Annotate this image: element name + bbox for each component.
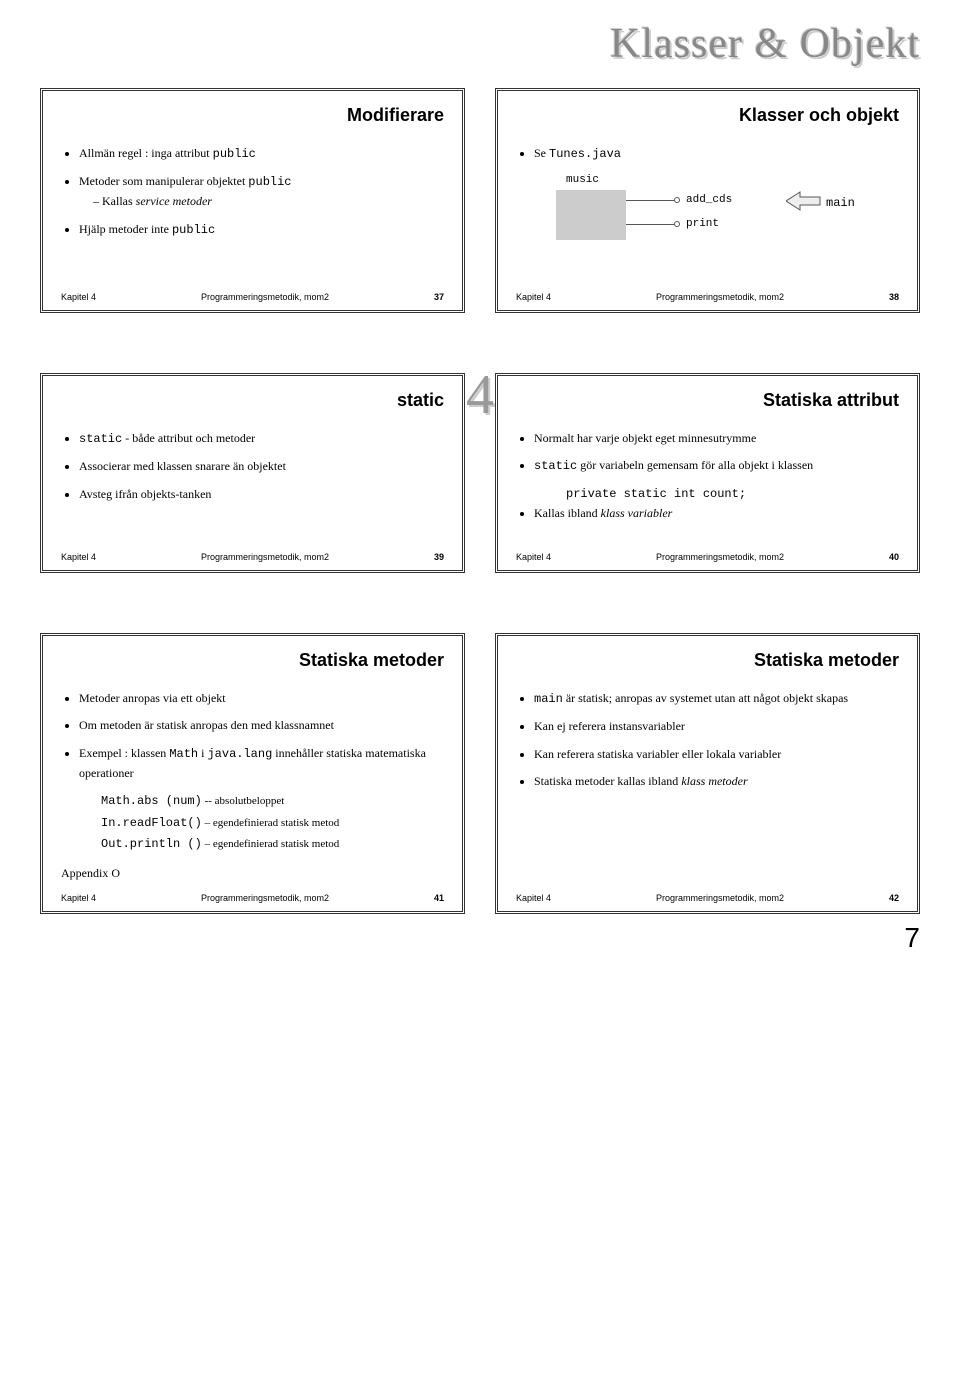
footer-chapter: Kapitel 4 [61,292,96,302]
slide-page-number: 41 [434,893,444,903]
list-item: Kan referera statiska variabler eller lo… [534,745,899,764]
list-item: Om metoden är statisk anropas den med kl… [79,716,444,735]
footer-course: Programmeringsmetodik, mom2 [96,552,434,562]
list-item: Metoder anropas via ett objekt [79,689,444,708]
slide-footer: Kapitel 4 Programmeringsmetodik, mom2 40 [516,552,899,562]
list-item: Hjälp metoder inte public [79,220,444,240]
diagram-dot [674,197,680,203]
slide-page-number: 39 [434,552,444,562]
list-item: Kallas ibland klass variabler [534,504,899,523]
footer-course: Programmeringsmetodik, mom2 [96,893,434,903]
slide-footer: Kapitel 4 Programmeringsmetodik, mom2 37 [61,292,444,302]
list-item: Avsteg ifrån objekts-tanken [79,485,444,504]
slide-footer: Kapitel 4 Programmeringsmetodik, mom2 39 [61,552,444,562]
list-item: Kan ej referera instansvariabler [534,717,899,736]
list-item: Normalt har varje objekt eget minnesutry… [534,429,899,448]
footer-course: Programmeringsmetodik, mom2 [551,893,889,903]
list-item: Allmän regel : inga attribut public [79,144,444,164]
page: Klasser & Objekt Modifierare Allmän rege… [0,0,960,964]
slide-body: main är statisk; anropas av systemet uta… [516,689,899,883]
slide-page-number: 38 [889,292,899,302]
slide-body: Allmän regel : inga attribut public Meto… [61,144,444,282]
code-line: private static int count; [566,485,899,504]
list-sub-item: Kallas service metoder [93,192,444,211]
list-item: Se Tunes.java [534,144,899,164]
arrow-left-icon [786,190,822,218]
slide-page-number: 40 [889,552,899,562]
slide-title: Modifierare [61,105,444,126]
slide-title: Statiska metoder [516,650,899,671]
footer-chapter: Kapitel 4 [61,552,96,562]
list-item: main är statisk; anropas av systemet uta… [534,689,899,709]
slide-footer: Kapitel 4 Programmeringsmetodik, mom2 38 [516,292,899,302]
print-label: print [686,216,719,234]
footer-course: Programmeringsmetodik, mom2 [551,552,889,562]
slide-body: Normalt har varje objekt eget minnesutry… [516,429,899,542]
music-label: music [566,172,599,190]
decorative-number: 4 [466,363,494,427]
slide-body: Se Tunes.java music add_cds print main [516,144,899,282]
slide-42: Statiska metoder main är statisk; anropa… [495,633,920,914]
page-number: 7 [904,922,920,954]
list-item: static - både attribut och metoder [79,429,444,449]
footer-course: Programmeringsmetodik, mom2 [551,292,889,302]
code-line: In.readFloat() – egendefinierad statisk … [101,813,444,835]
slide-38: Klasser och objekt Se Tunes.java music a… [495,88,920,313]
footer-chapter: Kapitel 4 [516,893,551,903]
slide-title: Klasser och objekt [516,105,899,126]
music-box [556,190,626,240]
footer-course: Programmeringsmetodik, mom2 [96,292,434,302]
slide-40: Statiska attribut Normalt har varje obje… [495,373,920,573]
appendix-label: Appendix O [61,864,444,883]
slide-title: static [61,390,444,411]
diagram-dot [674,221,680,227]
list-item: Exempel : klassen Math i java.lang inneh… [79,744,444,783]
footer-chapter: Kapitel 4 [516,552,551,562]
header-title: Klasser & Objekt [40,20,920,68]
diagram: music add_cds print main [516,172,899,282]
footer-chapter: Kapitel 4 [61,893,96,903]
slide-row-3: Statiska metoder Metoder anropas via ett… [40,633,920,914]
slide-title: Statiska metoder [61,650,444,671]
slide-footer: Kapitel 4 Programmeringsmetodik, mom2 42 [516,893,899,903]
list-item: static gör variabeln gemensam för alla o… [534,456,899,476]
slide-row-1: Modifierare Allmän regel : inga attribut… [40,88,920,313]
list-item: Associerar med klassen snarare än objekt… [79,457,444,476]
slide-title: Statiska attribut [516,390,899,411]
list-item: Metoder som manipulerar objektet public … [79,172,444,211]
main-label: main [826,194,855,213]
code-line: Math.abs (num) -- absolutbeloppet [101,791,444,813]
row-wrap: 4 static static - både attribut och meto… [40,373,920,573]
diagram-line [626,200,676,201]
slide-41: Statiska metoder Metoder anropas via ett… [40,633,465,914]
footer-chapter: Kapitel 4 [516,292,551,302]
slide-37: Modifierare Allmän regel : inga attribut… [40,88,465,313]
list-item: Statiska metoder kallas ibland klass met… [534,772,899,791]
slide-body: Metoder anropas via ett objekt Om metode… [61,689,444,883]
code-line: Out.println () – egendefinierad statisk … [101,834,444,856]
slide-body: static - både attribut och metoder Assoc… [61,429,444,542]
diagram-line [626,224,676,225]
slide-page-number: 42 [889,893,899,903]
slide-page-number: 37 [434,292,444,302]
slide-39: static static - både attribut och metode… [40,373,465,573]
add-cds-label: add_cds [686,192,732,210]
slide-footer: Kapitel 4 Programmeringsmetodik, mom2 41 [61,893,444,903]
